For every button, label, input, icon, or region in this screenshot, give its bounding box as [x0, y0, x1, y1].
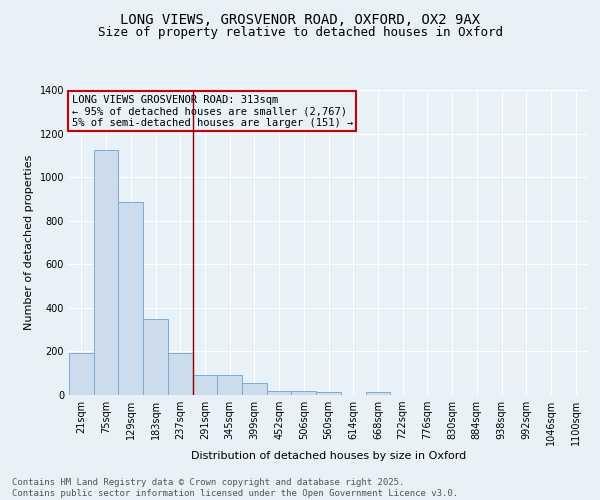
Bar: [168, 352, 193, 395]
Bar: [365, 392, 390, 395]
Bar: [94, 150, 118, 395]
Bar: [143, 319, 168, 395]
Bar: [217, 376, 242, 395]
Text: LONG VIEWS, GROSVENOR ROAD, OXFORD, OX2 9AX: LONG VIEWS, GROSVENOR ROAD, OXFORD, OX2 …: [120, 12, 480, 26]
Bar: [242, 383, 267, 395]
Y-axis label: Number of detached properties: Number of detached properties: [24, 155, 34, 330]
Bar: [118, 202, 143, 395]
Bar: [193, 376, 217, 395]
X-axis label: Distribution of detached houses by size in Oxford: Distribution of detached houses by size …: [191, 450, 466, 460]
Bar: [316, 392, 341, 395]
Text: Contains HM Land Registry data © Crown copyright and database right 2025.
Contai: Contains HM Land Registry data © Crown c…: [12, 478, 458, 498]
Text: Size of property relative to detached houses in Oxford: Size of property relative to detached ho…: [97, 26, 503, 39]
Bar: [69, 352, 94, 395]
Bar: [267, 390, 292, 395]
Text: LONG VIEWS GROSVENOR ROAD: 313sqm
← 95% of detached houses are smaller (2,767)
5: LONG VIEWS GROSVENOR ROAD: 313sqm ← 95% …: [71, 94, 353, 128]
Bar: [292, 390, 316, 395]
